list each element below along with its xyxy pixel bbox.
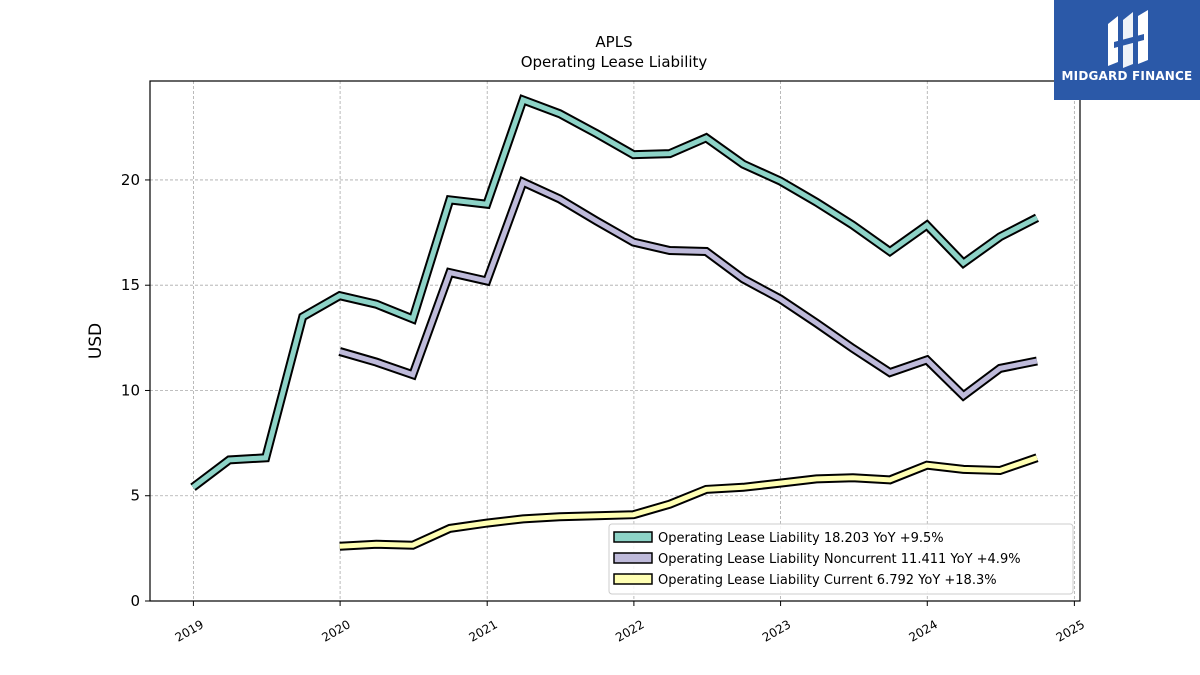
series-line [191, 96, 1039, 490]
legend-label: Operating Lease Liability Noncurrent 11.… [658, 552, 1021, 567]
x-tick-label: 2022 [613, 617, 646, 644]
y-tick-label: 20 [121, 171, 140, 189]
y-tick-label: 5 [130, 487, 140, 505]
legend-item: Operating Lease Liability Noncurrent 11.… [613, 552, 1021, 567]
y-tick-label: 0 [130, 592, 140, 610]
plot-frame [149, 80, 1081, 602]
series-2 [339, 453, 1039, 551]
series-line-outline [190, 94, 1040, 491]
chart-title: APLS [595, 33, 632, 51]
y-tick-label: 15 [121, 276, 140, 294]
legend-swatch [613, 531, 653, 543]
x-tick-label: 2023 [760, 617, 793, 644]
chart-subtitle: Operating Lease Liability [521, 53, 708, 71]
series-0 [190, 94, 1040, 491]
series-1 [338, 175, 1038, 402]
legend-label: Operating Lease Liability 18.203 YoY +9.… [658, 531, 944, 546]
y-tick-label: 10 [121, 381, 140, 399]
legend-swatch [613, 552, 653, 564]
legend-swatch [613, 573, 653, 585]
x-tick-label: 2019 [173, 617, 206, 644]
x-tick-label: 2024 [907, 617, 940, 644]
brand-logo-icon [1108, 10, 1148, 68]
x-tick-label: 2025 [1054, 617, 1087, 644]
series-line [339, 455, 1038, 549]
series-layer [190, 94, 1040, 551]
x-tick-label: 2021 [466, 617, 499, 644]
brand-name: MIDGARD FINANCE [1061, 69, 1193, 83]
brand-logo: MIDGARD FINANCE [1054, 0, 1200, 100]
legend: Operating Lease Liability 18.203 YoY +9.… [608, 523, 1074, 595]
legend-item: Operating Lease Liability 18.203 YoY +9.… [613, 531, 944, 546]
legend-item: Operating Lease Liability Current 6.792 … [613, 573, 997, 588]
grid [150, 81, 1080, 602]
series-line [339, 178, 1038, 399]
x-tick-label: 2020 [319, 617, 352, 644]
legend-label: Operating Lease Liability Current 6.792 … [658, 573, 997, 588]
y-axis-label: USD [86, 323, 106, 359]
legend-box [608, 523, 1074, 595]
